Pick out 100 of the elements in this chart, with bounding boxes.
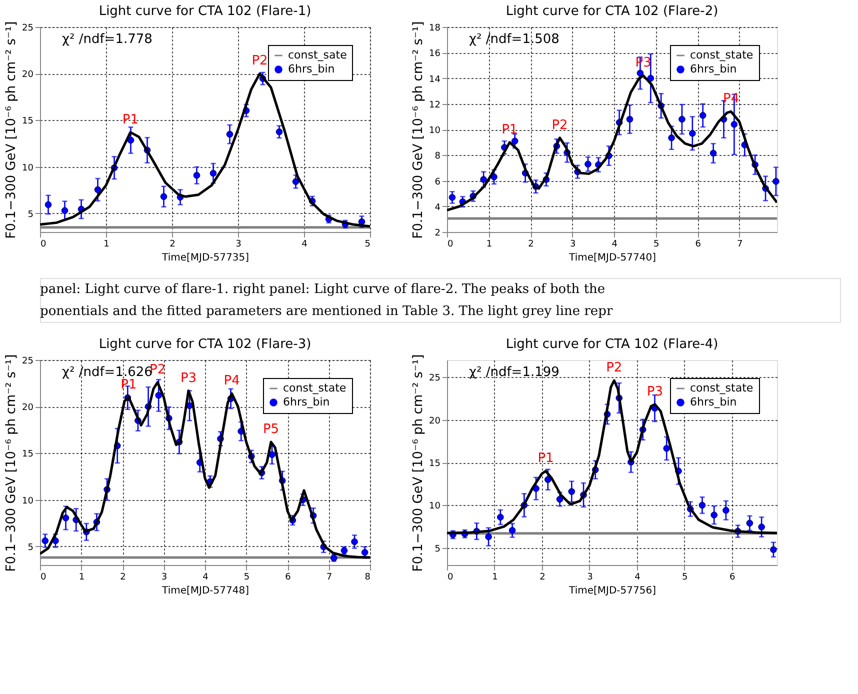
x-tick-label: 3 <box>587 572 593 582</box>
annotation: P2 <box>252 54 268 69</box>
y-tick-label: 20 <box>22 70 34 80</box>
point <box>351 538 358 546</box>
annotation: P5 <box>262 422 280 437</box>
x-tick-label: 4 <box>202 572 209 582</box>
point <box>556 496 564 503</box>
x-tick-label: 3 <box>570 240 576 250</box>
y-tick-label: 5 <box>28 210 34 220</box>
point <box>497 514 504 521</box>
x-tick-label: 5 <box>653 240 660 250</box>
x-tick-label: 1 <box>492 572 498 582</box>
y-tick-label: 10 <box>429 502 441 512</box>
point <box>193 172 200 179</box>
point <box>758 524 765 530</box>
x-tick-label: 5 <box>244 572 250 582</box>
y-tick-label: 25 <box>429 374 440 384</box>
x-tick-label: 4 <box>612 240 618 250</box>
point <box>276 128 283 136</box>
legend-label: 6hrs_bin <box>690 396 737 408</box>
chart-title: Light curve for CTA 102 (Flare-4) <box>506 336 718 352</box>
x-axis-title: Time[MJD-57748] <box>161 586 250 596</box>
point <box>770 546 777 554</box>
annotation: P3 <box>180 370 197 386</box>
y-tick-label: 25 <box>22 24 34 34</box>
x-tick-label: 7 <box>326 572 332 582</box>
y-tick-label: 14 <box>429 74 441 85</box>
point <box>292 178 300 185</box>
point <box>361 549 368 556</box>
point <box>511 138 518 144</box>
y-tick-label: 20 <box>22 403 34 414</box>
y-tick-label: 4 <box>434 202 441 213</box>
x-tick-label: 4 <box>302 240 308 250</box>
x-axis-title: Time[MJD-57740] <box>568 252 656 264</box>
point <box>62 514 70 522</box>
annotation: P1 <box>120 377 137 392</box>
x-tick-label: 6 <box>730 572 736 582</box>
point <box>127 136 134 144</box>
point <box>584 160 592 168</box>
x-axis-title: Time[MJD-57735] <box>161 252 250 264</box>
x-tick-label: 6 <box>695 240 702 250</box>
x-axis-title: Time[MJD-57756] <box>568 586 656 596</box>
annotation: P2 <box>606 360 622 376</box>
point <box>636 70 644 77</box>
point <box>544 476 552 483</box>
point <box>160 193 168 200</box>
point <box>226 130 234 138</box>
y-axis-title: F0.1−300 GeV [10⁻⁶ ph cm⁻² s⁻¹] <box>411 354 426 572</box>
x-tick-label: 7 <box>737 240 743 250</box>
point <box>480 176 487 183</box>
point <box>746 520 754 527</box>
point <box>44 201 52 208</box>
legend-label: 6hrs_bin <box>288 62 335 76</box>
y-tick-label: 20 <box>429 416 441 426</box>
annotation: χ² /ndf=1.199 <box>469 365 560 380</box>
x-tick-label: 6 <box>285 572 292 582</box>
y-tick-label: 12 <box>429 100 440 110</box>
y-tick-label: 16 <box>429 49 441 60</box>
y-tick-label: 5 <box>434 544 440 554</box>
annotation: χ² /ndf=1.778 <box>62 32 152 47</box>
point <box>155 392 162 399</box>
point <box>722 506 730 514</box>
x-tick-label: 1 <box>78 572 85 582</box>
point <box>268 451 276 458</box>
x-tick-label: 4 <box>634 572 641 582</box>
point <box>668 134 675 142</box>
y-axis-title: F0.1−300 GeV [10⁻⁶ ph cm⁻² s⁻¹] <box>4 354 20 572</box>
y-axis-title: F0.1−300 GeV [10⁻⁶ ph cm⁻² s⁻¹] <box>4 21 20 239</box>
y-tick-label: 10 <box>429 126 441 136</box>
annotation: P4 <box>224 374 240 389</box>
x-tick-label: 2 <box>120 572 126 582</box>
annotation: P2 <box>552 118 568 133</box>
y-tick-label: 5 <box>28 542 34 553</box>
x-tick-label: 0 <box>448 572 454 582</box>
x-tick-label: 2 <box>540 572 546 582</box>
annotation: χ² /ndf=1.508 <box>469 32 560 47</box>
y-tick-label: 15 <box>22 116 34 127</box>
x-tick-label: 1 <box>486 240 492 250</box>
x-tick-label: 2 <box>170 240 176 250</box>
legend-label: 6hrs_bin <box>690 62 737 76</box>
y-axis-title: F0.1−300 GeV [10⁻⁶ ph cm⁻² s⁻¹] <box>411 21 426 239</box>
x-tick-label: 3 <box>236 240 242 250</box>
point <box>678 116 686 123</box>
x-tick-label: 5 <box>682 572 688 582</box>
legend-label: const_sate <box>288 48 348 62</box>
point <box>772 178 780 185</box>
annotation: P1 <box>538 451 554 466</box>
point <box>698 502 706 509</box>
point <box>448 194 456 201</box>
annotation: P1 <box>122 112 138 128</box>
y-tick-label: 2 <box>434 228 440 238</box>
point <box>710 512 718 518</box>
y-tick-label: 15 <box>22 450 34 460</box>
y-tick-label: 18 <box>429 24 441 34</box>
x-tick-label: 0 <box>448 240 454 250</box>
legend-label: const_state <box>690 48 754 62</box>
text: panel: Light curve of flare-1. right panel: Light curve of flare-2. The peaks of both the <box>40 282 606 297</box>
point <box>730 120 738 128</box>
point <box>358 218 366 226</box>
point <box>94 186 102 194</box>
